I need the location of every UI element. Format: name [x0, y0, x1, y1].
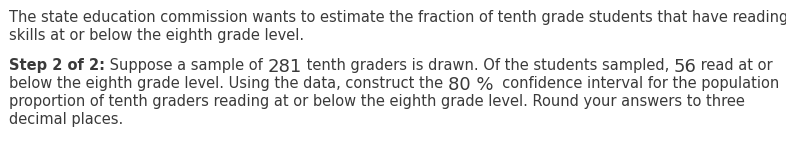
Text: 80 %: 80 %	[448, 76, 494, 94]
Text: 56: 56	[674, 58, 696, 76]
Text: confidence interval for the population: confidence interval for the population	[494, 76, 780, 91]
Text: tenth graders is drawn. Of the students sampled,: tenth graders is drawn. Of the students …	[302, 58, 674, 73]
Text: skills at or below the eighth grade level.: skills at or below the eighth grade leve…	[9, 28, 304, 43]
Text: decimal places.: decimal places.	[9, 112, 123, 127]
Text: below the eighth grade level. Using the data, construct the: below the eighth grade level. Using the …	[9, 76, 448, 91]
Text: proportion of tenth graders reading at or below the eighth grade level. Round yo: proportion of tenth graders reading at o…	[9, 94, 745, 109]
Text: 281: 281	[267, 58, 302, 76]
Text: Step 2 of 2:: Step 2 of 2:	[9, 58, 105, 73]
Text: read at or: read at or	[696, 58, 773, 73]
Text: Suppose a sample of: Suppose a sample of	[105, 58, 267, 73]
Text: The state education commission wants to estimate the fraction of tenth grade stu: The state education commission wants to …	[9, 10, 786, 25]
